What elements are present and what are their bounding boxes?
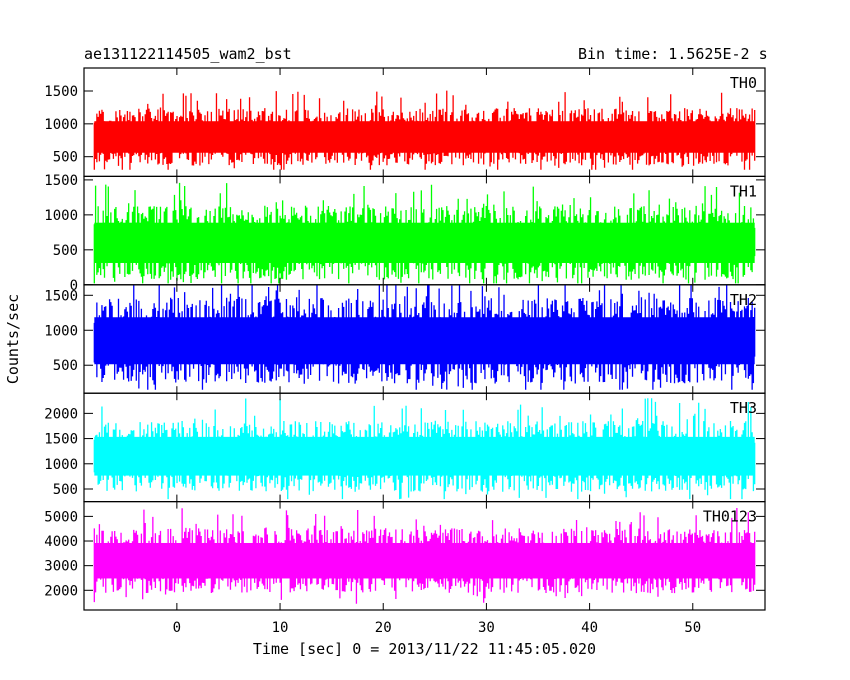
y-tick-label: 4000 xyxy=(44,534,78,550)
series-line-th0 xyxy=(93,90,756,170)
panel-label-th2: TH2 xyxy=(730,291,757,309)
y-tick-label: 2000 xyxy=(44,583,78,599)
chart-title-left: ae131122114505_wam2_bst xyxy=(84,45,292,63)
series-line-th1 xyxy=(93,182,756,284)
y-tick-label: 3000 xyxy=(44,559,78,575)
y-tick-label: 500 xyxy=(53,482,78,498)
x-axis-title: Time [sec] 0 = 2013/11/22 11:45:05.020 xyxy=(253,640,596,658)
y-tick-label: 1500 xyxy=(44,173,78,189)
series-line-th3 xyxy=(93,398,756,500)
y-tick-label: 1000 xyxy=(44,323,78,339)
y-tick-label: 1000 xyxy=(44,457,78,473)
series-line-th0123 xyxy=(93,508,756,604)
x-tick-label: 10 xyxy=(272,620,289,636)
panel-label-th1: TH1 xyxy=(730,182,757,200)
panel-label-th0: TH0 xyxy=(730,74,757,92)
panel-frame-th0123 xyxy=(83,501,766,611)
y-axis-title: Counts/sec xyxy=(4,294,22,384)
y-tick-label: 0 xyxy=(70,278,78,294)
chart-title-right: Bin time: 1.5625E-2 s xyxy=(578,45,768,63)
x-tick-label: 0 xyxy=(173,620,181,636)
y-tick-label: 1500 xyxy=(44,432,78,448)
x-tick-label: 50 xyxy=(684,620,701,636)
x-tick-label: 40 xyxy=(581,620,598,636)
x-tick-label: 30 xyxy=(478,620,495,636)
y-tick-label: 5000 xyxy=(44,509,78,525)
y-tick-label: 1500 xyxy=(44,288,78,304)
y-tick-label: 500 xyxy=(53,150,78,166)
y-tick-label: 1000 xyxy=(44,117,78,133)
y-tick-label: 500 xyxy=(53,243,78,259)
y-tick-label: 1500 xyxy=(44,84,78,100)
y-tick-label: 1000 xyxy=(44,208,78,224)
panel-label-th3: TH3 xyxy=(730,399,757,417)
panel-label-th0123: TH0123 xyxy=(703,508,757,526)
y-tick-label: 2000 xyxy=(44,406,78,422)
y-tick-label: 500 xyxy=(53,358,78,374)
series-line-th2 xyxy=(93,284,756,390)
x-tick-label: 20 xyxy=(375,620,392,636)
